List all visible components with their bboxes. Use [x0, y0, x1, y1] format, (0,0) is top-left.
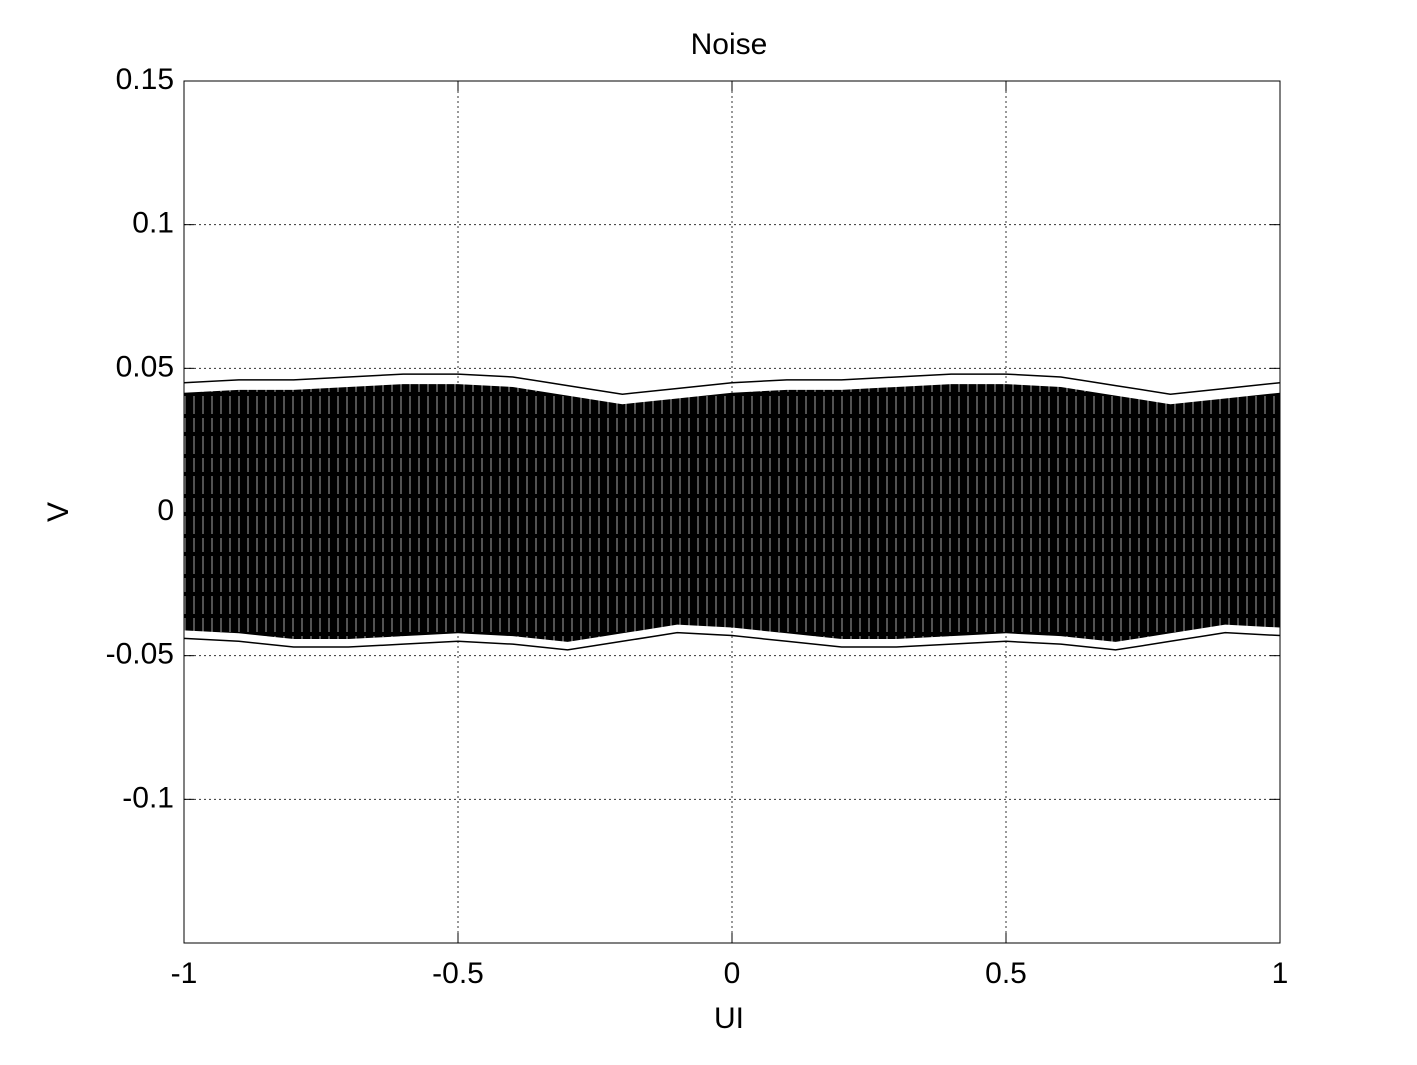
chart-title: Noise — [691, 28, 768, 61]
x-tick-label: 1 — [1272, 957, 1289, 990]
lower-envelope — [183, 631, 1281, 651]
y-tick-label: -0.1 — [122, 781, 174, 814]
y-tick-label: 0.15 — [116, 63, 174, 96]
upper-envelope — [183, 373, 1281, 395]
noise-band — [184, 384, 1280, 642]
y-tick-label: 0.1 — [132, 207, 174, 240]
y-tick-label: -0.05 — [106, 638, 174, 671]
x-tick-label: 0.5 — [985, 957, 1027, 990]
x-tick-label: 0 — [724, 957, 741, 990]
y-tick-label: 0.05 — [116, 350, 174, 383]
y-axis-label: V — [42, 502, 75, 522]
x-axis-label: UI — [714, 1002, 744, 1035]
y-tick-label: 0 — [157, 494, 174, 527]
plot-frame — [183, 80, 1281, 944]
x-tick-label: -1 — [171, 957, 198, 990]
x-tick-label: -0.5 — [432, 957, 484, 990]
